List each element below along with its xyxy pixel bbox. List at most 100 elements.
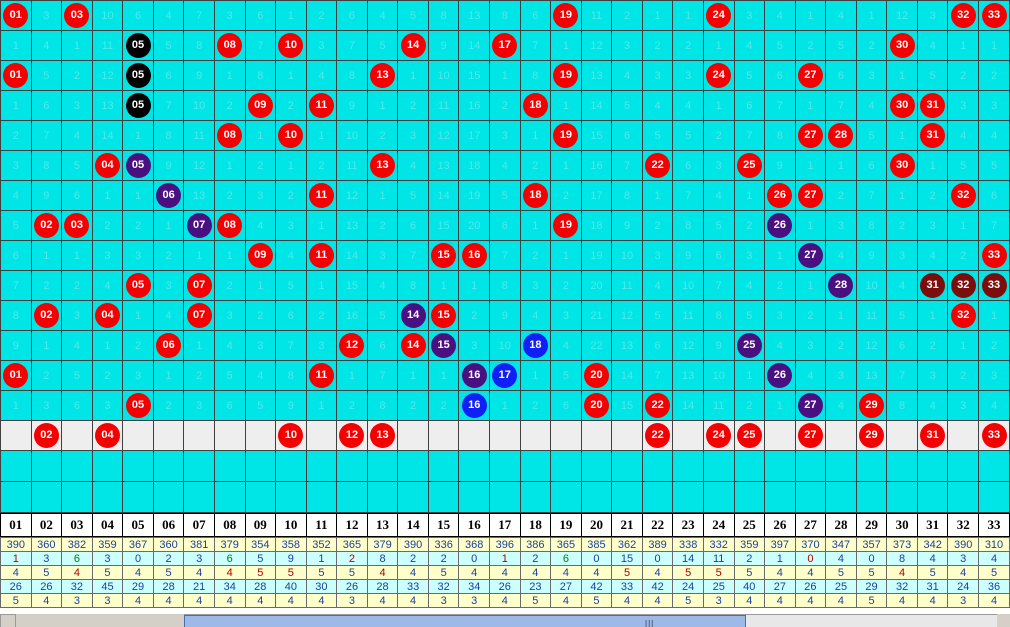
column-header-cell[interactable]: 32 [947, 513, 979, 537]
column-header-cell[interactable]: 31 [916, 513, 949, 537]
number-ball[interactable]: 14 [400, 333, 426, 358]
number-ball[interactable]: 12 [339, 423, 365, 448]
column-header-cell[interactable]: 25 [733, 513, 766, 537]
number-ball[interactable]: 13 [370, 423, 396, 448]
number-ball[interactable]: 07 [186, 213, 212, 238]
column-header-cell[interactable]: 33 [978, 513, 1010, 537]
number-ball[interactable]: 33 [981, 3, 1007, 28]
scrollbar-thumb[interactable]: ||| [184, 615, 746, 627]
number-ball[interactable]: 29 [859, 393, 885, 418]
number-ball[interactable]: 02 [33, 213, 59, 238]
number-ball[interactable]: 32 [950, 3, 976, 28]
column-header-cell[interactable]: 11 [305, 513, 338, 537]
number-ball[interactable]: 11 [308, 183, 334, 208]
number-ball[interactable]: 13 [370, 153, 396, 178]
number-ball[interactable]: 13 [370, 63, 396, 88]
column-header-cell[interactable]: 10 [275, 513, 307, 537]
number-ball[interactable]: 27 [797, 393, 823, 418]
number-ball[interactable]: 11 [308, 93, 334, 118]
column-header-cell[interactable]: 29 [855, 513, 888, 537]
number-ball[interactable]: 15 [431, 333, 457, 358]
number-ball[interactable]: 17 [492, 363, 518, 388]
number-ball[interactable]: 05 [125, 93, 151, 118]
number-ball[interactable]: 22 [645, 153, 671, 178]
number-ball[interactable]: 11 [308, 363, 334, 388]
number-ball[interactable]: 11 [308, 243, 334, 268]
number-ball[interactable]: 27 [797, 123, 823, 148]
number-ball[interactable]: 27 [797, 423, 823, 448]
number-ball[interactable]: 29 [859, 423, 885, 448]
number-ball[interactable]: 06 [156, 333, 182, 358]
number-ball[interactable]: 05 [125, 393, 151, 418]
number-ball[interactable]: 32 [950, 303, 976, 328]
number-ball[interactable]: 16 [461, 393, 487, 418]
number-ball[interactable]: 31 [920, 423, 946, 448]
number-ball[interactable]: 20 [583, 363, 609, 388]
number-ball[interactable]: 04 [94, 153, 120, 178]
column-header-cell[interactable]: 24 [702, 513, 735, 537]
number-ball[interactable]: 05 [125, 33, 151, 58]
number-ball[interactable]: 19 [553, 3, 579, 28]
number-ball[interactable]: 08 [217, 123, 243, 148]
number-ball[interactable]: 18 [522, 183, 548, 208]
number-ball[interactable]: 26 [767, 183, 793, 208]
column-header-cell[interactable]: 19 [550, 513, 582, 537]
number-ball[interactable]: 16 [461, 243, 487, 268]
number-ball[interactable]: 03 [64, 3, 90, 28]
number-ball[interactable]: 05 [125, 273, 151, 298]
number-ball[interactable]: 25 [736, 333, 762, 358]
number-ball[interactable]: 33 [981, 243, 1007, 268]
number-ball[interactable]: 01 [3, 3, 29, 28]
number-ball[interactable]: 19 [553, 123, 579, 148]
column-header-cell[interactable]: 04 [91, 513, 124, 537]
number-ball[interactable]: 10 [278, 33, 304, 58]
number-ball[interactable]: 20 [583, 393, 609, 418]
number-ball[interactable]: 22 [645, 393, 671, 418]
column-header-cell[interactable]: 28 [825, 513, 857, 537]
number-ball[interactable]: 10 [278, 423, 304, 448]
column-header-cell[interactable]: 13 [366, 513, 399, 537]
column-header-cell[interactable]: 23 [672, 513, 704, 537]
number-ball[interactable]: 27 [797, 243, 823, 268]
number-ball[interactable]: 04 [94, 303, 120, 328]
number-ball[interactable]: 09 [247, 243, 273, 268]
number-ball[interactable]: 31 [920, 273, 946, 298]
number-ball[interactable]: 18 [522, 333, 548, 358]
number-ball[interactable]: 25 [736, 153, 762, 178]
column-header-cell[interactable]: 03 [61, 513, 93, 537]
number-ball[interactable]: 07 [186, 273, 212, 298]
column-header-cell[interactable]: 02 [30, 513, 63, 537]
number-ball[interactable]: 10 [278, 123, 304, 148]
horizontal-scrollbar[interactable]: ||| [0, 613, 1010, 627]
number-ball[interactable]: 14 [400, 33, 426, 58]
column-header-cell[interactable]: 18 [519, 513, 552, 537]
column-header-cell[interactable]: 06 [152, 513, 185, 537]
number-ball[interactable]: 07 [186, 303, 212, 328]
number-ball[interactable]: 06 [156, 183, 182, 208]
number-ball[interactable]: 30 [889, 93, 915, 118]
number-ball[interactable]: 01 [3, 363, 29, 388]
number-ball[interactable]: 05 [125, 63, 151, 88]
column-header-cell[interactable]: 20 [580, 513, 613, 537]
number-ball[interactable]: 19 [553, 213, 579, 238]
number-ball[interactable]: 24 [706, 63, 732, 88]
number-ball[interactable]: 08 [217, 33, 243, 58]
number-ball[interactable]: 33 [981, 273, 1007, 298]
column-header-cell[interactable]: 05 [122, 513, 154, 537]
number-ball[interactable]: 31 [920, 93, 946, 118]
column-header-cell[interactable]: 09 [244, 513, 277, 537]
number-ball[interactable]: 16 [461, 363, 487, 388]
column-header-cell[interactable]: 12 [336, 513, 368, 537]
column-header-cell[interactable]: 07 [183, 513, 215, 537]
number-ball[interactable]: 14 [400, 303, 426, 328]
number-ball[interactable]: 01 [3, 63, 29, 88]
number-ball[interactable]: 03 [64, 213, 90, 238]
number-ball[interactable]: 30 [889, 33, 915, 58]
number-ball[interactable]: 02 [33, 423, 59, 448]
number-ball[interactable]: 28 [828, 123, 854, 148]
number-ball[interactable]: 26 [767, 213, 793, 238]
number-ball[interactable]: 05 [125, 153, 151, 178]
number-ball[interactable]: 18 [522, 93, 548, 118]
number-ball[interactable]: 30 [889, 153, 915, 178]
number-ball[interactable]: 25 [736, 423, 762, 448]
